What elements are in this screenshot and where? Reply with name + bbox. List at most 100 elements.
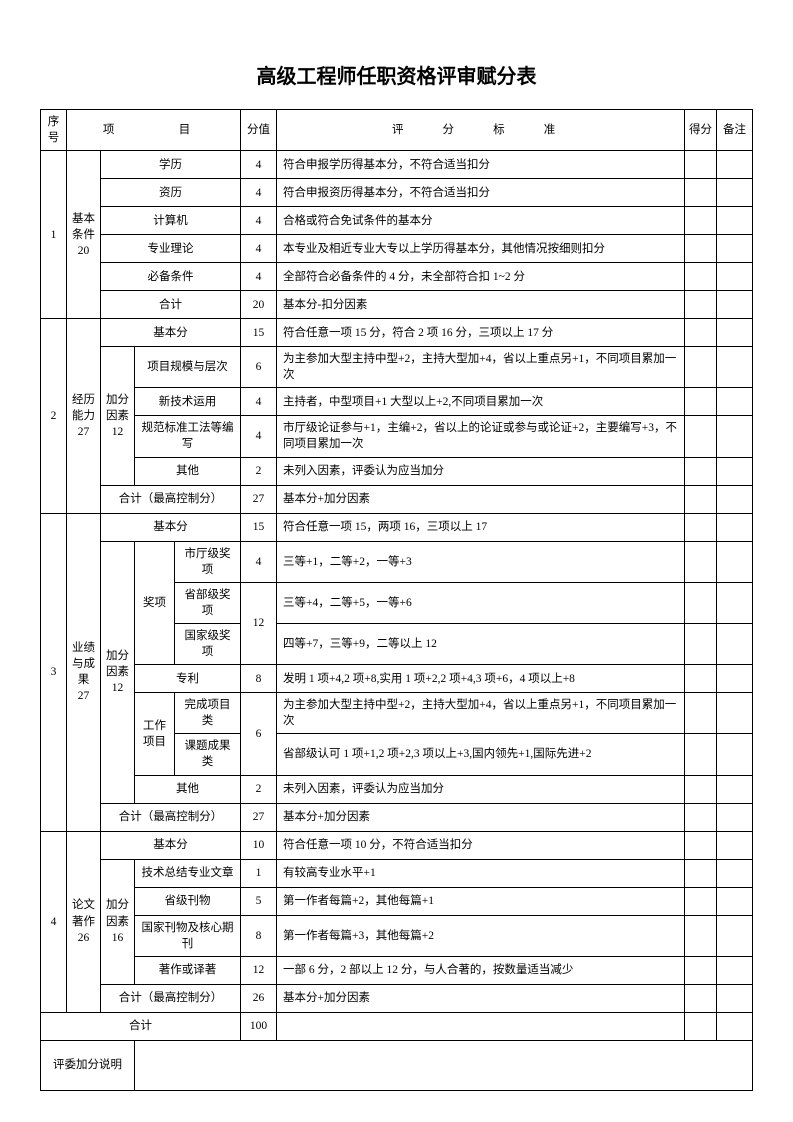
- note-cell: [717, 347, 753, 388]
- criteria-cell: 四等+7，三等+9，二等以上 12: [277, 623, 685, 664]
- got-cell: [685, 207, 717, 235]
- item-cell: 基本分: [101, 831, 241, 859]
- got-cell: [685, 235, 717, 263]
- got-cell: [685, 887, 717, 915]
- table-row: 1 基本条件20 学历 4 符合申报学历得基本分，不符合适当扣分: [41, 151, 753, 179]
- item-cell: 合计（最高控制分）: [101, 803, 241, 831]
- seq-cell: 4: [41, 831, 67, 1012]
- got-cell: [685, 831, 717, 859]
- criteria-cell: 发明 1 项+4,2 项+8,实用 1 项+2,2 项+4,3 项+6，4 项以…: [277, 665, 685, 693]
- got-cell: [685, 457, 717, 485]
- item-cell: 规范标准工法等编写: [135, 416, 241, 457]
- note-cell: [717, 623, 753, 664]
- section-name: 经历能力27: [67, 319, 101, 513]
- note-cell: [717, 582, 753, 623]
- item-cell: 完成项目类: [175, 693, 241, 734]
- section-name: 论文著作26: [67, 831, 101, 1012]
- bonus-label: 加分因素16: [101, 859, 135, 984]
- table-row: 专业理论 4 本专业及相近专业大专以上学历得基本分，其他情况按细则扣分: [41, 235, 753, 263]
- got-cell: [685, 416, 717, 457]
- table-row: 合计（最高控制分） 27 基本分+加分因素: [41, 485, 753, 513]
- item-cell: 学历: [101, 151, 241, 179]
- item-cell: 省部级奖项: [175, 582, 241, 623]
- score-cell: 4: [241, 179, 277, 207]
- score-cell: 4: [241, 151, 277, 179]
- item-cell: 必备条件: [101, 263, 241, 291]
- table-row: 2 经历能力27 基本分 15 符合任意一项 15 分，符合 2 项 16 分，…: [41, 319, 753, 347]
- got-cell: [685, 513, 717, 541]
- item-cell: 新技术运用: [135, 388, 241, 416]
- item-cell: 合计（最高控制分）: [101, 984, 241, 1012]
- criteria-cell: 省部级认可 1 项+1,2 项+2,3 项以上+3,国内领先+1,国际先进+2: [277, 734, 685, 775]
- note-cell: [717, 235, 753, 263]
- note-row: 评委加分说明: [41, 1040, 753, 1090]
- score-cell: 4: [241, 263, 277, 291]
- criteria-cell: 全部符合必备条件的 4 分，未全部符合扣 1~2 分: [277, 263, 685, 291]
- score-cell: 15: [241, 319, 277, 347]
- criteria-cell: 符合申报资历得基本分，不符合适当扣分: [277, 179, 685, 207]
- criteria-cell: 第一作者每篇+3，其他每篇+2: [277, 915, 685, 956]
- item-cell: 国家级奖项: [175, 623, 241, 664]
- score-cell: 6: [241, 693, 277, 775]
- item-cell: 专利: [135, 665, 241, 693]
- table-row: 其他 2 未列入因素，评委认为应当加分: [41, 775, 753, 803]
- table-row: 4 论文著作26 基本分 10 符合任意一项 10 分，不符合适当扣分: [41, 831, 753, 859]
- score-cell: 4: [241, 541, 277, 582]
- note-cell: [717, 541, 753, 582]
- note-cell: [717, 319, 753, 347]
- got-cell: [685, 541, 717, 582]
- note-cell: [717, 984, 753, 1012]
- got-cell: [685, 859, 717, 887]
- scoring-table: 序号 项 目 分值 评 分 标 准 得分 备注 1 基本条件20 学历 4 符合…: [40, 109, 753, 1091]
- got-cell: [685, 263, 717, 291]
- score-cell: 12: [241, 956, 277, 984]
- table-header-row: 序号 项 目 分值 评 分 标 准 得分 备注: [41, 110, 753, 151]
- score-cell: 27: [241, 803, 277, 831]
- got-cell: [685, 1012, 717, 1040]
- score-cell: 20: [241, 291, 277, 319]
- score-cell: 8: [241, 915, 277, 956]
- criteria-cell: 为主参加大型主持中型+2，主持大型加+4，省以上重点另+1，不同项目累加一次: [277, 347, 685, 388]
- header-criteria: 评 分 标 准: [277, 110, 685, 151]
- table-row: 专利 8 发明 1 项+4,2 项+8,实用 1 项+2,2 项+4,3 项+6…: [41, 665, 753, 693]
- table-row: 资历 4 符合申报资历得基本分，不符合适当扣分: [41, 179, 753, 207]
- got-cell: [685, 347, 717, 388]
- note-cell: [717, 915, 753, 956]
- score-cell: 8: [241, 665, 277, 693]
- header-got: 得分: [685, 110, 717, 151]
- seq-cell: 2: [41, 319, 67, 513]
- got-cell: [685, 915, 717, 956]
- page-title: 高级工程师任职资格评审赋分表: [40, 60, 753, 89]
- got-cell: [685, 179, 717, 207]
- table-row: 国家刊物及核心期刊 8 第一作者每篇+3，其他每篇+2: [41, 915, 753, 956]
- got-cell: [685, 291, 717, 319]
- note-cell: [717, 693, 753, 734]
- table-row: 合计（最高控制分） 26 基本分+加分因素: [41, 984, 753, 1012]
- note-cell: [717, 956, 753, 984]
- bonus-label: 加分因素12: [101, 541, 135, 803]
- criteria-cell: 未列入因素，评委认为应当加分: [277, 775, 685, 803]
- item-cell: 市厅级奖项: [175, 541, 241, 582]
- criteria-cell: 第一作者每篇+2，其他每篇+1: [277, 887, 685, 915]
- item-cell: 其他: [135, 457, 241, 485]
- item-cell: 合计（最高控制分）: [101, 485, 241, 513]
- got-cell: [685, 319, 717, 347]
- criteria-cell: [277, 1012, 685, 1040]
- criteria-cell: 未列入因素，评委认为应当加分: [277, 457, 685, 485]
- item-cell: 著作或译著: [135, 956, 241, 984]
- criteria-cell: 三等+4，二等+5，一等+6: [277, 582, 685, 623]
- table-row: 必备条件 4 全部符合必备条件的 4 分，未全部符合扣 1~2 分: [41, 263, 753, 291]
- note-cell: [717, 887, 753, 915]
- seq-cell: 1: [41, 151, 67, 319]
- criteria-cell: 为主参加大型主持中型+2，主持大型加+4，省以上重点另+1，不同项目累加一次: [277, 693, 685, 734]
- criteria-cell: 合格或符合免试条件的基本分: [277, 207, 685, 235]
- score-cell: 6: [241, 347, 277, 388]
- item-cell: 基本分: [101, 513, 241, 541]
- header-project: 项 目: [67, 110, 241, 151]
- award-label: 奖项: [135, 541, 175, 665]
- note-cell: [717, 151, 753, 179]
- score-cell: 4: [241, 388, 277, 416]
- score-cell: 4: [241, 235, 277, 263]
- score-cell: 2: [241, 775, 277, 803]
- score-cell: 1: [241, 859, 277, 887]
